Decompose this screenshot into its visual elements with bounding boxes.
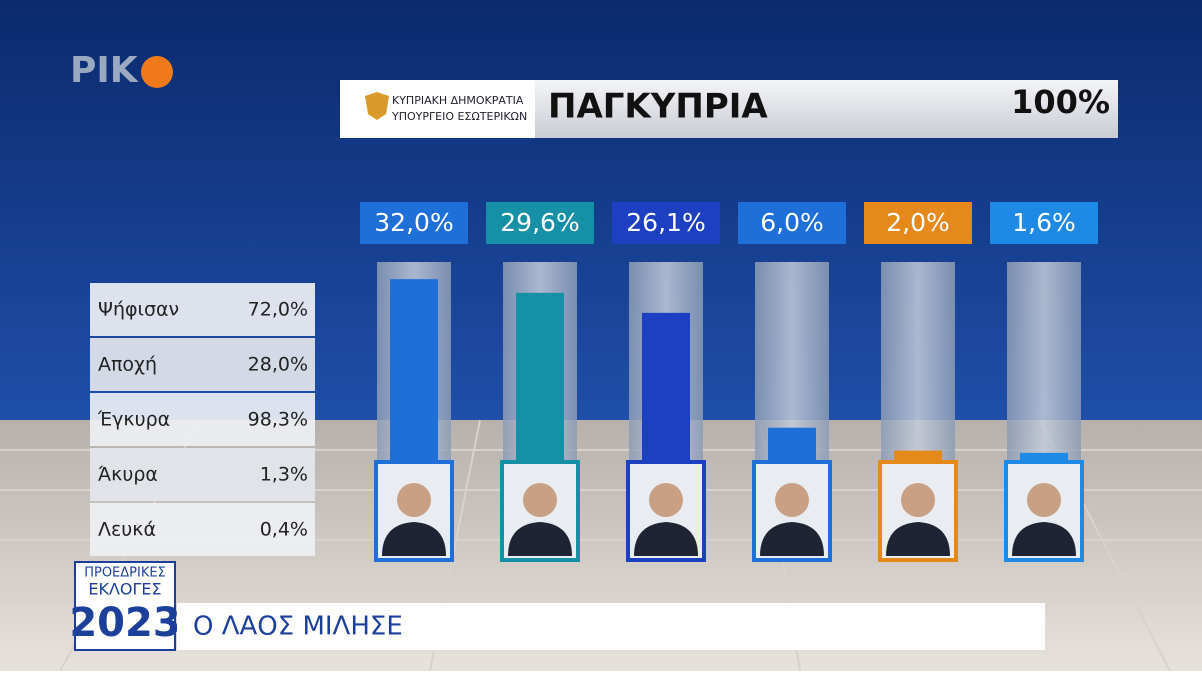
photo-body — [508, 522, 572, 556]
tube — [1007, 262, 1081, 462]
row-label: Αποχή — [98, 354, 157, 376]
turnout-table: Ψήφισαν 72,0% Αποχή 28,0% Έγκυρα 98,3% Άκυρα 1,… — [90, 283, 315, 556]
value-label: 26,1% — [626, 208, 705, 237]
table-row — [90, 283, 315, 336]
logo-mark — [141, 56, 173, 88]
row-value: 28,0% — [248, 354, 308, 376]
headline-bar — [177, 603, 1045, 650]
row-value: 72,0% — [248, 299, 308, 321]
photo-head — [901, 483, 935, 517]
bar — [390, 279, 438, 462]
emblem — [365, 92, 389, 120]
ministry-line: ΚΥΠΡΙΑΚΗ ΔΗΜΟΚΡΑΤΙΑ — [392, 94, 524, 107]
row-label: Άκυρα — [98, 464, 158, 486]
badge-line: ΕΚΛΟΓΕΣ — [88, 580, 161, 599]
bar — [768, 427, 816, 462]
label-box — [864, 202, 972, 244]
photo-body — [1012, 522, 1076, 556]
photo-head — [649, 483, 683, 517]
badge-year: 2023 — [69, 600, 180, 646]
logo: ΡΙΚ — [70, 50, 139, 91]
row-label: Έγκυρα — [97, 409, 170, 431]
row-value: 0,4% — [260, 519, 308, 541]
tube — [881, 262, 955, 462]
row-value: 1,3% — [260, 464, 308, 486]
value-label: 6,0% — [760, 208, 824, 237]
label-box — [612, 202, 720, 244]
counted: 100% — [1011, 83, 1110, 121]
photo-body — [760, 522, 824, 556]
value-label: 29,6% — [500, 208, 579, 237]
bar — [642, 312, 690, 462]
photo-head — [775, 483, 809, 517]
label-box — [990, 202, 1098, 244]
photo-body — [886, 522, 950, 556]
row-label: Λευκά — [98, 519, 156, 541]
value-label: 1,6% — [1012, 208, 1076, 237]
badge-line: ΠΡΟΕΔΡΙΚΕΣ — [84, 566, 166, 581]
label-box — [360, 202, 468, 244]
value-label: 2,0% — [886, 208, 950, 237]
table-row — [90, 338, 315, 391]
bar — [1020, 452, 1068, 462]
photo-body — [634, 522, 698, 556]
row-value: 98,3% — [248, 409, 308, 431]
row-label: Ψήφισαν — [98, 299, 179, 321]
photo-body — [382, 522, 446, 556]
bar — [516, 292, 564, 462]
value-label: 32,0% — [374, 208, 453, 237]
photo-head — [523, 483, 557, 517]
table-row — [90, 503, 315, 556]
headline: Ο ΛΑΟΣ ΜΙΛΗΣΕ — [193, 612, 403, 642]
label-box — [738, 202, 846, 244]
ministry-line: ΥΠΟΥΡΓΕΙΟ ΕΣΩΤΕΡΙΚΩΝ — [391, 110, 527, 123]
badge — [74, 561, 176, 651]
header-title: ΠΑΓΚΥΠΡΙΑ — [548, 87, 768, 127]
table-row — [90, 448, 315, 501]
label-box — [486, 202, 594, 244]
table-row — [90, 393, 315, 446]
photo-head — [1027, 483, 1061, 517]
photo-head — [397, 483, 431, 517]
bar — [894, 450, 942, 462]
